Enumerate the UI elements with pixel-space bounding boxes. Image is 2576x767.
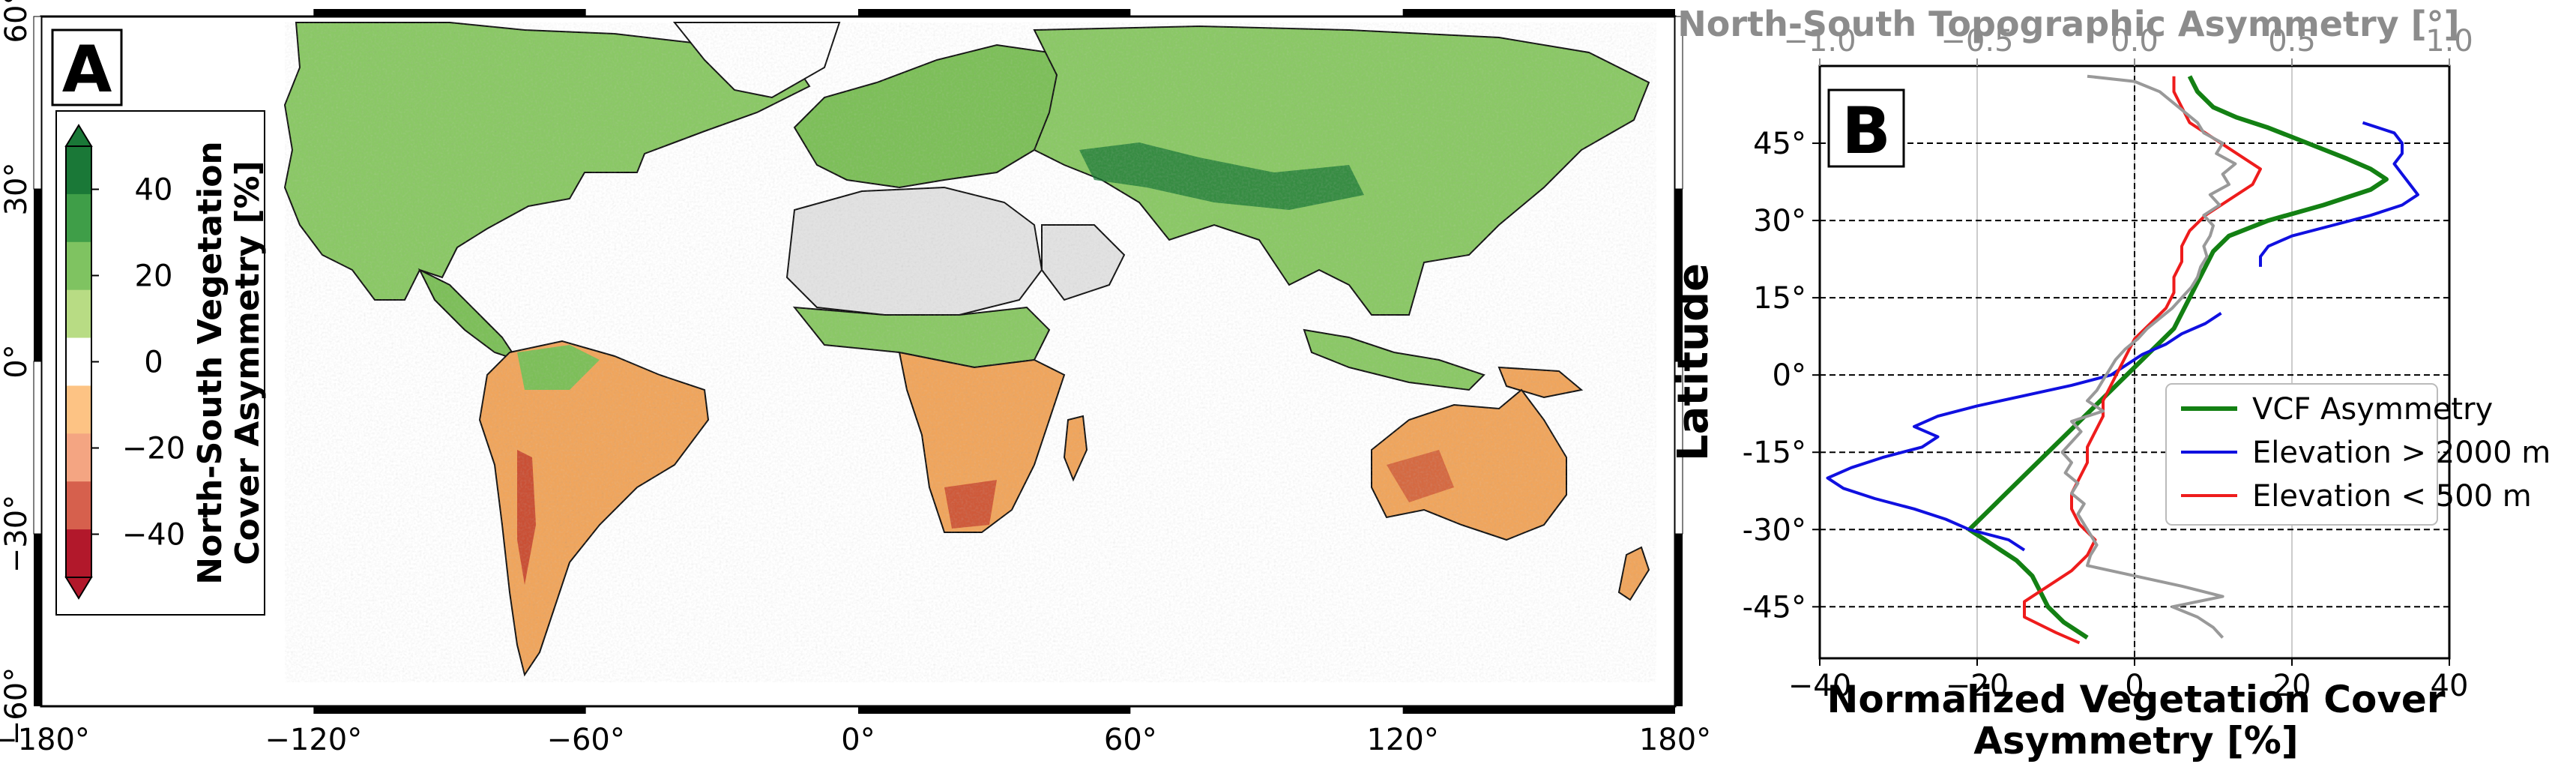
colorbar-tick-label: 0 — [144, 346, 163, 380]
map-x-tick-label: 120° — [1366, 723, 1438, 757]
x-tick-label: −40 — [1788, 669, 1851, 703]
land-texture — [285, 22, 1656, 682]
colorbar-band — [66, 481, 91, 530]
legend: VCF Asymmetry Elevation > 2000 m Elevation… — [2165, 383, 2551, 526]
frame-bar-bottom — [858, 706, 1131, 714]
colorbar — [64, 124, 93, 600]
y-tick-label: 0° — [1773, 358, 1806, 393]
y-tick-label: -15° — [1743, 436, 1806, 470]
y-tick-label: 15° — [1753, 281, 1806, 316]
colorbar-band — [66, 193, 91, 243]
colorbar-extend-bottom — [64, 577, 93, 600]
plot-yticks: 45° 30° 15° 0° -15° -30° -45° — [1743, 127, 1820, 625]
plot-series — [1826, 74, 2419, 645]
frame-bar-bottom — [313, 706, 586, 714]
frame-bar-left — [34, 189, 41, 361]
series-line — [1967, 75, 2389, 640]
colorbar-extend-top — [64, 124, 93, 147]
series-line — [2060, 74, 2237, 639]
map-frame-bars — [33, 9, 1683, 714]
map-xticks: −180° −120° −60° 0° 60° 120° 180° — [0, 723, 1711, 757]
map-x-tick-label: −120° — [265, 723, 362, 757]
map-x-tick-label: 60° — [1104, 723, 1157, 757]
colorbar-band — [66, 289, 91, 339]
y-tick-label: -30° — [1743, 513, 1806, 547]
colorbar-tick-label: 20 — [135, 259, 173, 294]
y-axis-title: Latitude — [1669, 263, 1718, 461]
frame-bar-left — [33, 361, 42, 535]
frame-bar-top — [313, 9, 586, 16]
top-x-tick-label: 0.5 — [2268, 24, 2316, 58]
legend-label: Elevation < 500 m — [2252, 479, 2532, 514]
plot-xticks: −40 −20 0 20 40 — [1788, 658, 2469, 703]
colorbar-band — [66, 385, 91, 434]
top-x-tick-label: 1.0 — [2425, 24, 2473, 58]
colorbar-band — [66, 337, 91, 386]
series-line — [2259, 121, 2419, 267]
x-tick-label: 20 — [2273, 669, 2311, 703]
frame-bar-top — [858, 9, 1131, 16]
x-axis-title-line2: Asymmetry [%] — [1973, 719, 2299, 763]
legend-label: VCF Asymmetry — [2252, 392, 2493, 427]
colorbar-tick-label: 40 — [135, 173, 173, 208]
map-x-tick-label: 180° — [1639, 723, 1711, 757]
map-x-tick-label: −60° — [546, 723, 624, 757]
map-y-tick-label: 30° — [0, 163, 34, 216]
map-panel: −180° −120° −60° 0° 60° 120° 180° 60° 30° 0° −30°… — [0, 0, 1711, 757]
frame-bar-bottom — [1402, 706, 1675, 714]
map-y-tick-label: 60° — [0, 0, 34, 43]
y-tick-label: -45° — [1743, 590, 1806, 625]
y-tick-label: 30° — [1753, 204, 1806, 238]
colorbar-label-line1: North-South Vegetation — [191, 141, 229, 585]
top-x-tick-label: 0.0 — [2111, 24, 2159, 58]
series-line — [2023, 76, 2262, 645]
colorbar-tick-label: −40 — [122, 518, 185, 553]
colorbar-band — [66, 529, 91, 578]
map-y-tick-label: −30° — [0, 495, 34, 573]
plot-top-xticks: −1.0 −0.5 0.0 0.5 1.0 — [1783, 24, 2473, 66]
frame-bar-left — [34, 534, 41, 706]
colorbar-band — [66, 146, 91, 195]
x-tick-label: 40 — [2431, 669, 2469, 703]
y-tick-label: 45° — [1753, 127, 1806, 161]
panel-label-b: B — [1841, 94, 1891, 169]
series-line — [1826, 312, 2222, 552]
line-plot-panel: −40 −20 0 20 40 −1.0 −0.5 0.0 0.5 1.0 45° 30° 15° 0… — [1669, 4, 2551, 763]
frame-bar-left — [33, 16, 42, 190]
x-tick-label: 0 — [2125, 669, 2144, 703]
panel-label-b-box — [1827, 88, 1905, 168]
top-axis-title: North-South Topographic Asymmetry [°] — [1677, 4, 2459, 44]
panel-label-a-box — [51, 28, 123, 106]
map-y-tick-label: −60° — [0, 667, 34, 745]
x-axis-title-line1: Normalized Vegetation Cover — [1827, 678, 2446, 721]
top-x-tick-label: −1.0 — [1783, 24, 1856, 58]
legend-label: Elevation > 2000 m — [2252, 436, 2551, 470]
legend-box — [2165, 383, 2438, 526]
colorbar-tick-label: −20 — [122, 432, 185, 466]
colorbar-label-line2: Cover Asymmetry [%] — [229, 160, 267, 565]
panel-label-a: A — [62, 32, 112, 107]
frame-bar-right — [1675, 189, 1683, 361]
frame-bar-right — [1675, 534, 1683, 706]
colorbar-band — [66, 241, 91, 291]
top-x-tick-label: −0.5 — [1940, 24, 2013, 58]
map-yticks: 60° 30° 0° −30° −60° — [0, 0, 34, 745]
map-y-tick-label: 0° — [0, 344, 34, 378]
map-x-tick-label: −180° — [0, 723, 90, 757]
colorbar-band — [66, 433, 91, 482]
map-x-tick-label: 0° — [841, 723, 875, 757]
frame-bar-top — [1402, 9, 1675, 16]
x-tick-label: −20 — [1946, 669, 2009, 703]
colorbar-ticks: 40 20 0 −20 −40 — [91, 173, 185, 553]
land-masses — [283, 22, 1656, 682]
